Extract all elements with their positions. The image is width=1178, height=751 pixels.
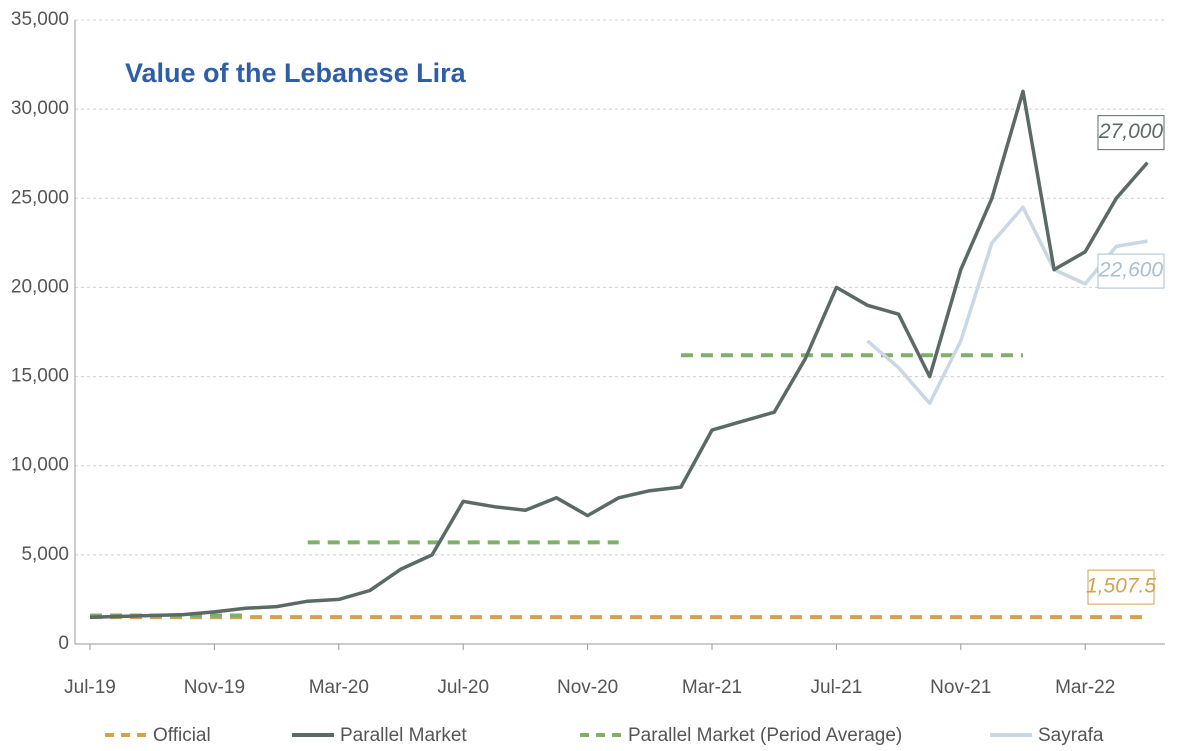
x-tick-label: Nov-21 bbox=[930, 677, 991, 698]
annotation-label: 27,000 bbox=[1098, 120, 1164, 143]
y-tick-label: 15,000 bbox=[11, 366, 69, 387]
legend-label: Sayrafa bbox=[1038, 725, 1104, 746]
annotation-label: 22,600 bbox=[1098, 259, 1164, 282]
series-line bbox=[866, 205, 1148, 406]
y-tick-label: 20,000 bbox=[11, 276, 69, 297]
x-tick-label: Jul-19 bbox=[64, 677, 116, 698]
annotation-box bbox=[1097, 253, 1165, 289]
y-tick-label: 25,000 bbox=[11, 187, 69, 208]
y-tick-label: 10,000 bbox=[11, 455, 69, 476]
y-tick-label: 30,000 bbox=[11, 98, 69, 119]
chart-title: Value of the Lebanese Lira bbox=[125, 58, 467, 88]
series-line bbox=[90, 353, 1023, 618]
annotation-label: 1,507.5 bbox=[1086, 575, 1156, 598]
y-tick-label: 5,000 bbox=[21, 544, 69, 565]
annotation-box bbox=[1087, 569, 1155, 605]
x-tick-label: Jul-20 bbox=[437, 677, 489, 698]
y-tick-label: 35,000 bbox=[11, 9, 69, 30]
annotation-box bbox=[1097, 115, 1165, 151]
y-tick-label: 0 bbox=[58, 633, 69, 654]
x-tick-label: Mar-22 bbox=[1055, 677, 1115, 698]
x-tick-label: Nov-19 bbox=[184, 677, 245, 698]
x-tick-label: Nov-20 bbox=[557, 677, 618, 698]
legend-label: Official bbox=[153, 725, 211, 746]
legend-label: Parallel Market bbox=[340, 725, 467, 746]
legend-label: Parallel Market (Period Average) bbox=[628, 725, 902, 746]
x-tick-label: Jul-21 bbox=[811, 677, 863, 698]
x-tick-label: Mar-21 bbox=[682, 677, 742, 698]
x-tick-label: Mar-20 bbox=[309, 677, 369, 698]
series-line bbox=[89, 89, 1149, 620]
